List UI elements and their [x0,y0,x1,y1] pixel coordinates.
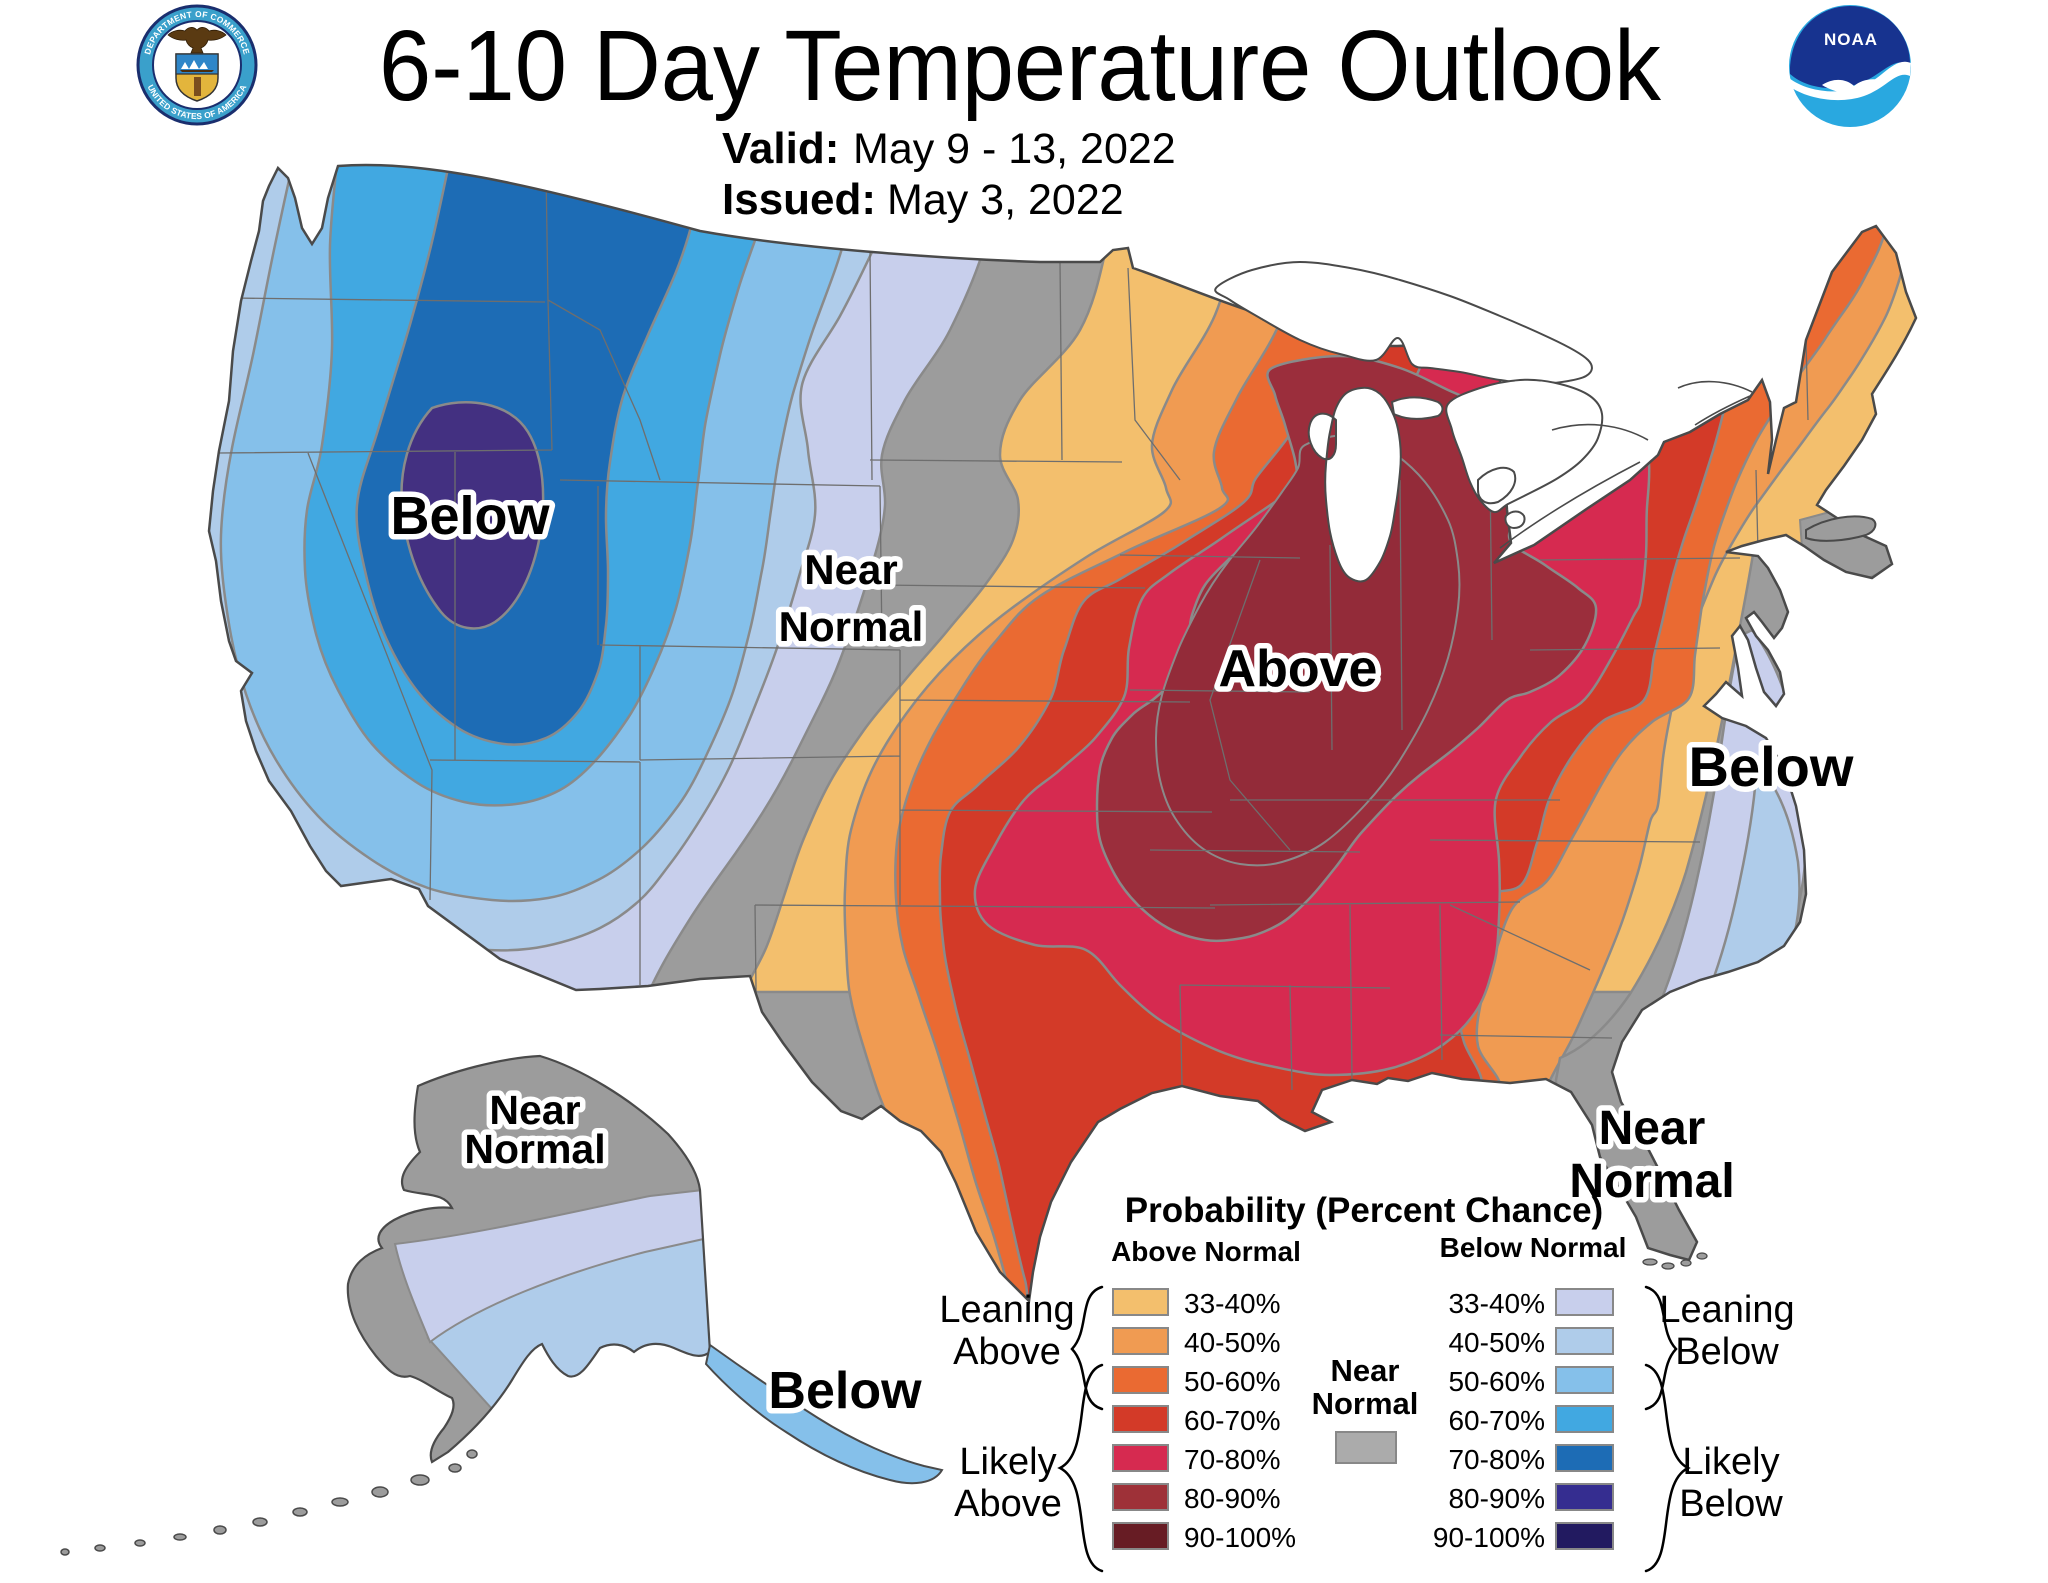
svg-text:Below: Below [768,1362,922,1420]
svg-text:Leaning: Leaning [939,1289,1074,1331]
svg-text:80-90%: 80-90% [1184,1483,1281,1514]
svg-text:40-50%: 40-50% [1184,1327,1281,1358]
svg-text:Normal: Normal [464,1126,605,1172]
svg-text:Near: Near [1331,1353,1400,1388]
svg-text:40-50%: 40-50% [1448,1327,1545,1358]
svg-text:May 3, 2022: May 3, 2022 [887,176,1124,224]
svg-text:Issued:: Issued: [722,175,876,224]
svg-text:Near: Near [804,546,897,593]
svg-text:60-70%: 60-70% [1184,1405,1281,1436]
svg-text:Below: Below [390,486,550,546]
svg-text:Below: Below [1679,1483,1783,1525]
svg-text:Probability (Percent Chance): Probability (Percent Chance) [1125,1191,1603,1230]
svg-text:6-10 Day Temperature Outlook: 6-10 Day Temperature Outlook [379,10,1662,122]
svg-text:90-100%: 90-100% [1433,1522,1545,1553]
svg-text:60-70%: 60-70% [1448,1405,1545,1436]
svg-text:Normal: Normal [779,603,924,650]
svg-text:Valid:: Valid: [722,124,839,173]
svg-text:50-60%: 50-60% [1448,1366,1545,1397]
svg-text:50-60%: 50-60% [1184,1366,1281,1397]
svg-text:Likely: Likely [959,1441,1056,1483]
svg-text:90-100%: 90-100% [1184,1522,1296,1553]
svg-text:Below: Below [1675,1331,1779,1373]
svg-text:Above: Above [953,1331,1061,1373]
svg-text:Likely: Likely [1682,1441,1779,1483]
svg-text:Above Normal: Above Normal [1111,1236,1301,1267]
svg-text:33-40%: 33-40% [1184,1288,1281,1319]
svg-text:70-80%: 70-80% [1448,1444,1545,1475]
svg-text:Normal: Normal [1569,1155,1734,1208]
svg-text:Near: Near [489,1087,580,1133]
svg-text:Below Normal: Below Normal [1440,1232,1627,1263]
svg-text:Near: Near [1599,1102,1706,1155]
svg-text:70-80%: 70-80% [1184,1444,1281,1475]
svg-text:Below: Below [1689,735,1854,798]
svg-text:May 9 - 13, 2022: May 9 - 13, 2022 [853,125,1176,173]
svg-text:80-90%: 80-90% [1448,1483,1545,1514]
svg-text:Leaning: Leaning [1659,1289,1794,1331]
svg-text:33-40%: 33-40% [1448,1288,1545,1319]
svg-text:Above: Above [954,1483,1062,1525]
svg-text:Above: Above [1219,640,1378,698]
svg-text:Normal: Normal [1312,1386,1419,1421]
svg-text:NOAA: NOAA [1824,30,1878,49]
